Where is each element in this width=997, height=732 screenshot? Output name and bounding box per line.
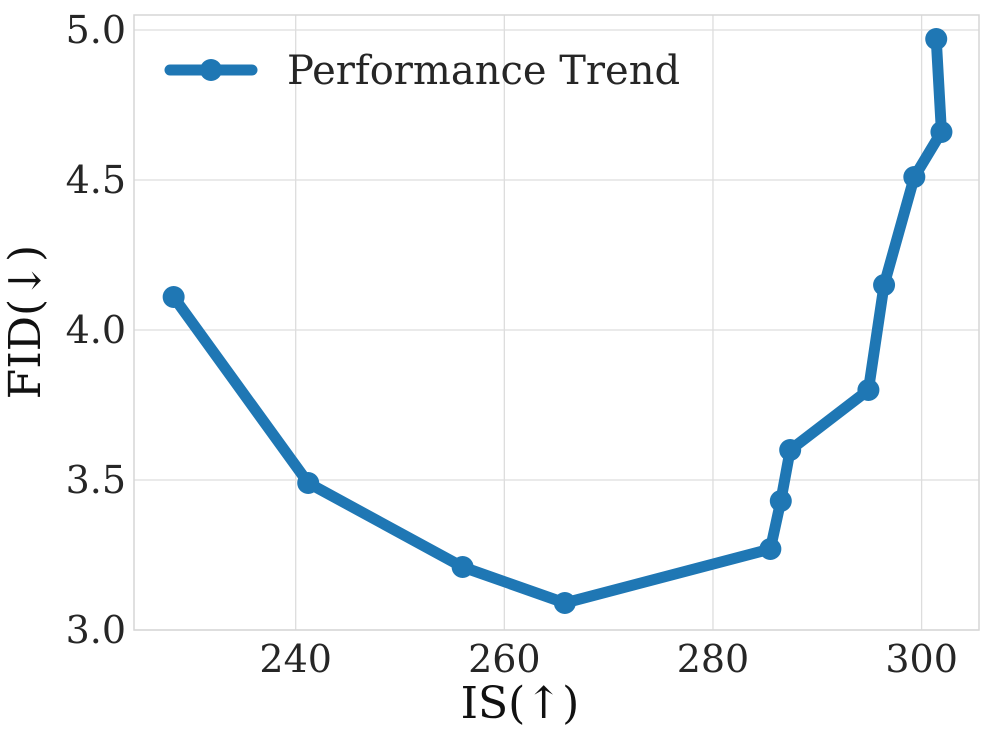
data-point xyxy=(857,379,880,401)
y-tick-label: 4.5 xyxy=(66,158,126,202)
x-tick-label: 280 xyxy=(677,637,750,681)
plot-frame xyxy=(133,14,980,631)
data-point xyxy=(759,538,782,560)
grid xyxy=(134,15,979,631)
legend: Performance Trend xyxy=(164,48,680,94)
data-point xyxy=(903,166,926,188)
series-line xyxy=(168,33,947,609)
x-tick-label: 300 xyxy=(885,637,958,681)
data-point xyxy=(451,556,474,578)
series-layer xyxy=(162,28,953,614)
data-point xyxy=(779,439,802,461)
tick-labels: 240 260 280 300 3.0 3.5 4.0 4.5 5.0 xyxy=(66,8,958,681)
data-point xyxy=(925,28,948,50)
data-point xyxy=(553,592,576,614)
y-tick-label: 5.0 xyxy=(66,8,126,52)
data-point xyxy=(930,121,953,143)
legend-marker xyxy=(200,59,222,81)
y-tick-label: 3.0 xyxy=(66,608,126,652)
data-point xyxy=(162,286,185,308)
y-tick-label: 4.0 xyxy=(66,308,126,352)
y-axis-label: FID(↓) xyxy=(0,245,51,399)
data-point xyxy=(873,274,896,296)
data-point xyxy=(297,472,320,494)
y-tick-label: 3.5 xyxy=(66,458,126,502)
x-tick-label: 240 xyxy=(259,637,332,681)
legend-label: Performance Trend xyxy=(287,48,680,94)
x-tick-label: 260 xyxy=(468,637,541,681)
x-axis-label: IS(↑) xyxy=(461,678,580,729)
data-point xyxy=(769,490,792,512)
